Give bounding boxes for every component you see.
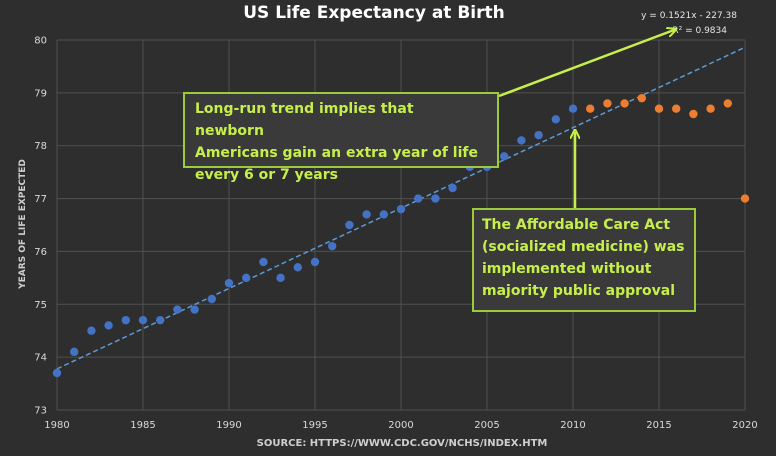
x-axis-ticks: 1980 1985 1990 1995 2000 2005 2010 2015 2020: [44, 420, 757, 431]
data-points: [52, 93, 750, 378]
y-axis-ticks: 73 74 75 76 77 78 79 80: [34, 36, 47, 417]
x-tick-label: 2020: [732, 420, 757, 431]
x-tick-label: 1980: [44, 420, 69, 431]
data-point-pre-aca: [328, 241, 337, 251]
data-point-pre-aca: [396, 204, 406, 214]
data-point-pre-aca: [121, 315, 130, 325]
y-tick-label: 79: [34, 88, 47, 99]
x-tick-label: 1995: [302, 420, 327, 431]
data-point-pre-aca: [362, 210, 371, 219]
y-tick-label: 77: [34, 194, 47, 205]
x-tick-label: 1985: [130, 420, 155, 431]
aca-annotation: The Affordable Care Act (socialized medi…: [472, 208, 696, 312]
data-point-pre-aca: [207, 294, 216, 304]
data-point-pre-aca: [52, 368, 62, 378]
data-point-pre-aca: [156, 315, 165, 325]
y-tick-label: 78: [34, 141, 47, 152]
x-tick-label: 2010: [560, 420, 585, 431]
data-point-pre-aca: [87, 326, 96, 335]
x-tick-label: 1990: [216, 420, 241, 431]
data-point-pre-aca: [190, 305, 199, 314]
data-point-pre-aca: [224, 278, 234, 288]
data-point-pre-aca: [448, 183, 457, 193]
aca-annotation-line: majority public approval: [482, 283, 676, 299]
data-point-pre-aca: [551, 115, 560, 124]
data-point-post-aca: [672, 104, 681, 113]
y-tick-label: 80: [34, 36, 47, 47]
aca-annotation-line: (socialized medicine) was: [482, 239, 685, 255]
aca-annotation-line: implemented without: [482, 261, 652, 277]
data-point-pre-aca: [173, 305, 182, 314]
aca-annotation-line: The Affordable Care Act: [482, 217, 671, 233]
data-point-pre-aca: [517, 136, 526, 145]
data-point-post-aca: [723, 99, 732, 108]
data-point-post-aca: [689, 109, 698, 119]
data-point-post-aca: [706, 104, 715, 113]
data-point-pre-aca: [293, 263, 302, 272]
y-tick-label: 73: [34, 406, 47, 417]
data-point-pre-aca: [534, 130, 543, 140]
trend-annotation-line: every 6 or 7 years: [195, 167, 338, 183]
data-point-post-aca: [740, 194, 750, 203]
data-point-pre-aca: [431, 194, 440, 203]
chart-title: US Life Expectancy at Birth: [243, 3, 505, 23]
trend-annotation-line: Long-run trend implies that newborn: [195, 101, 414, 139]
trendline-equation: y = 0.1521x - 227.38: [641, 11, 737, 21]
y-axis-label: YEARS OF LIFE EXPECTED: [18, 159, 28, 290]
y-tick-label: 75: [34, 300, 47, 311]
data-point-pre-aca: [242, 273, 251, 283]
x-tick-label: 2000: [388, 420, 413, 431]
data-point-pre-aca: [310, 257, 320, 267]
data-point-pre-aca: [276, 273, 285, 283]
y-tick-label: 74: [34, 353, 47, 364]
source-label: SOURCE: HTTPS://WWW.CDC.GOV/NCHS/INDEX.H…: [257, 438, 548, 449]
trendline-r-squared: R² = 0.9834: [672, 26, 727, 36]
data-point-pre-aca: [70, 347, 79, 357]
data-point-pre-aca: [379, 210, 388, 219]
data-point-pre-aca: [500, 152, 509, 161]
data-point-pre-aca: [414, 194, 423, 203]
trend-annotation: Long-run trend implies that newborn Amer…: [183, 92, 499, 183]
data-point-pre-aca: [568, 104, 578, 113]
data-point-post-aca: [603, 99, 612, 108]
data-point-post-aca: [620, 99, 629, 108]
x-tick-label: 2015: [646, 420, 671, 431]
y-tick-label: 76: [34, 247, 47, 258]
data-point-post-aca: [637, 93, 646, 103]
trend-annotation-arrow: [498, 30, 674, 98]
data-point-pre-aca: [104, 321, 113, 330]
x-tick-label: 2005: [474, 420, 499, 431]
data-point-pre-aca: [259, 257, 268, 267]
data-point-pre-aca: [345, 220, 354, 230]
data-point-post-aca: [586, 104, 595, 113]
data-point-pre-aca: [138, 315, 148, 325]
data-point-post-aca: [654, 104, 664, 113]
trend-annotation-line: Americans gain an extra year of life: [195, 145, 478, 161]
